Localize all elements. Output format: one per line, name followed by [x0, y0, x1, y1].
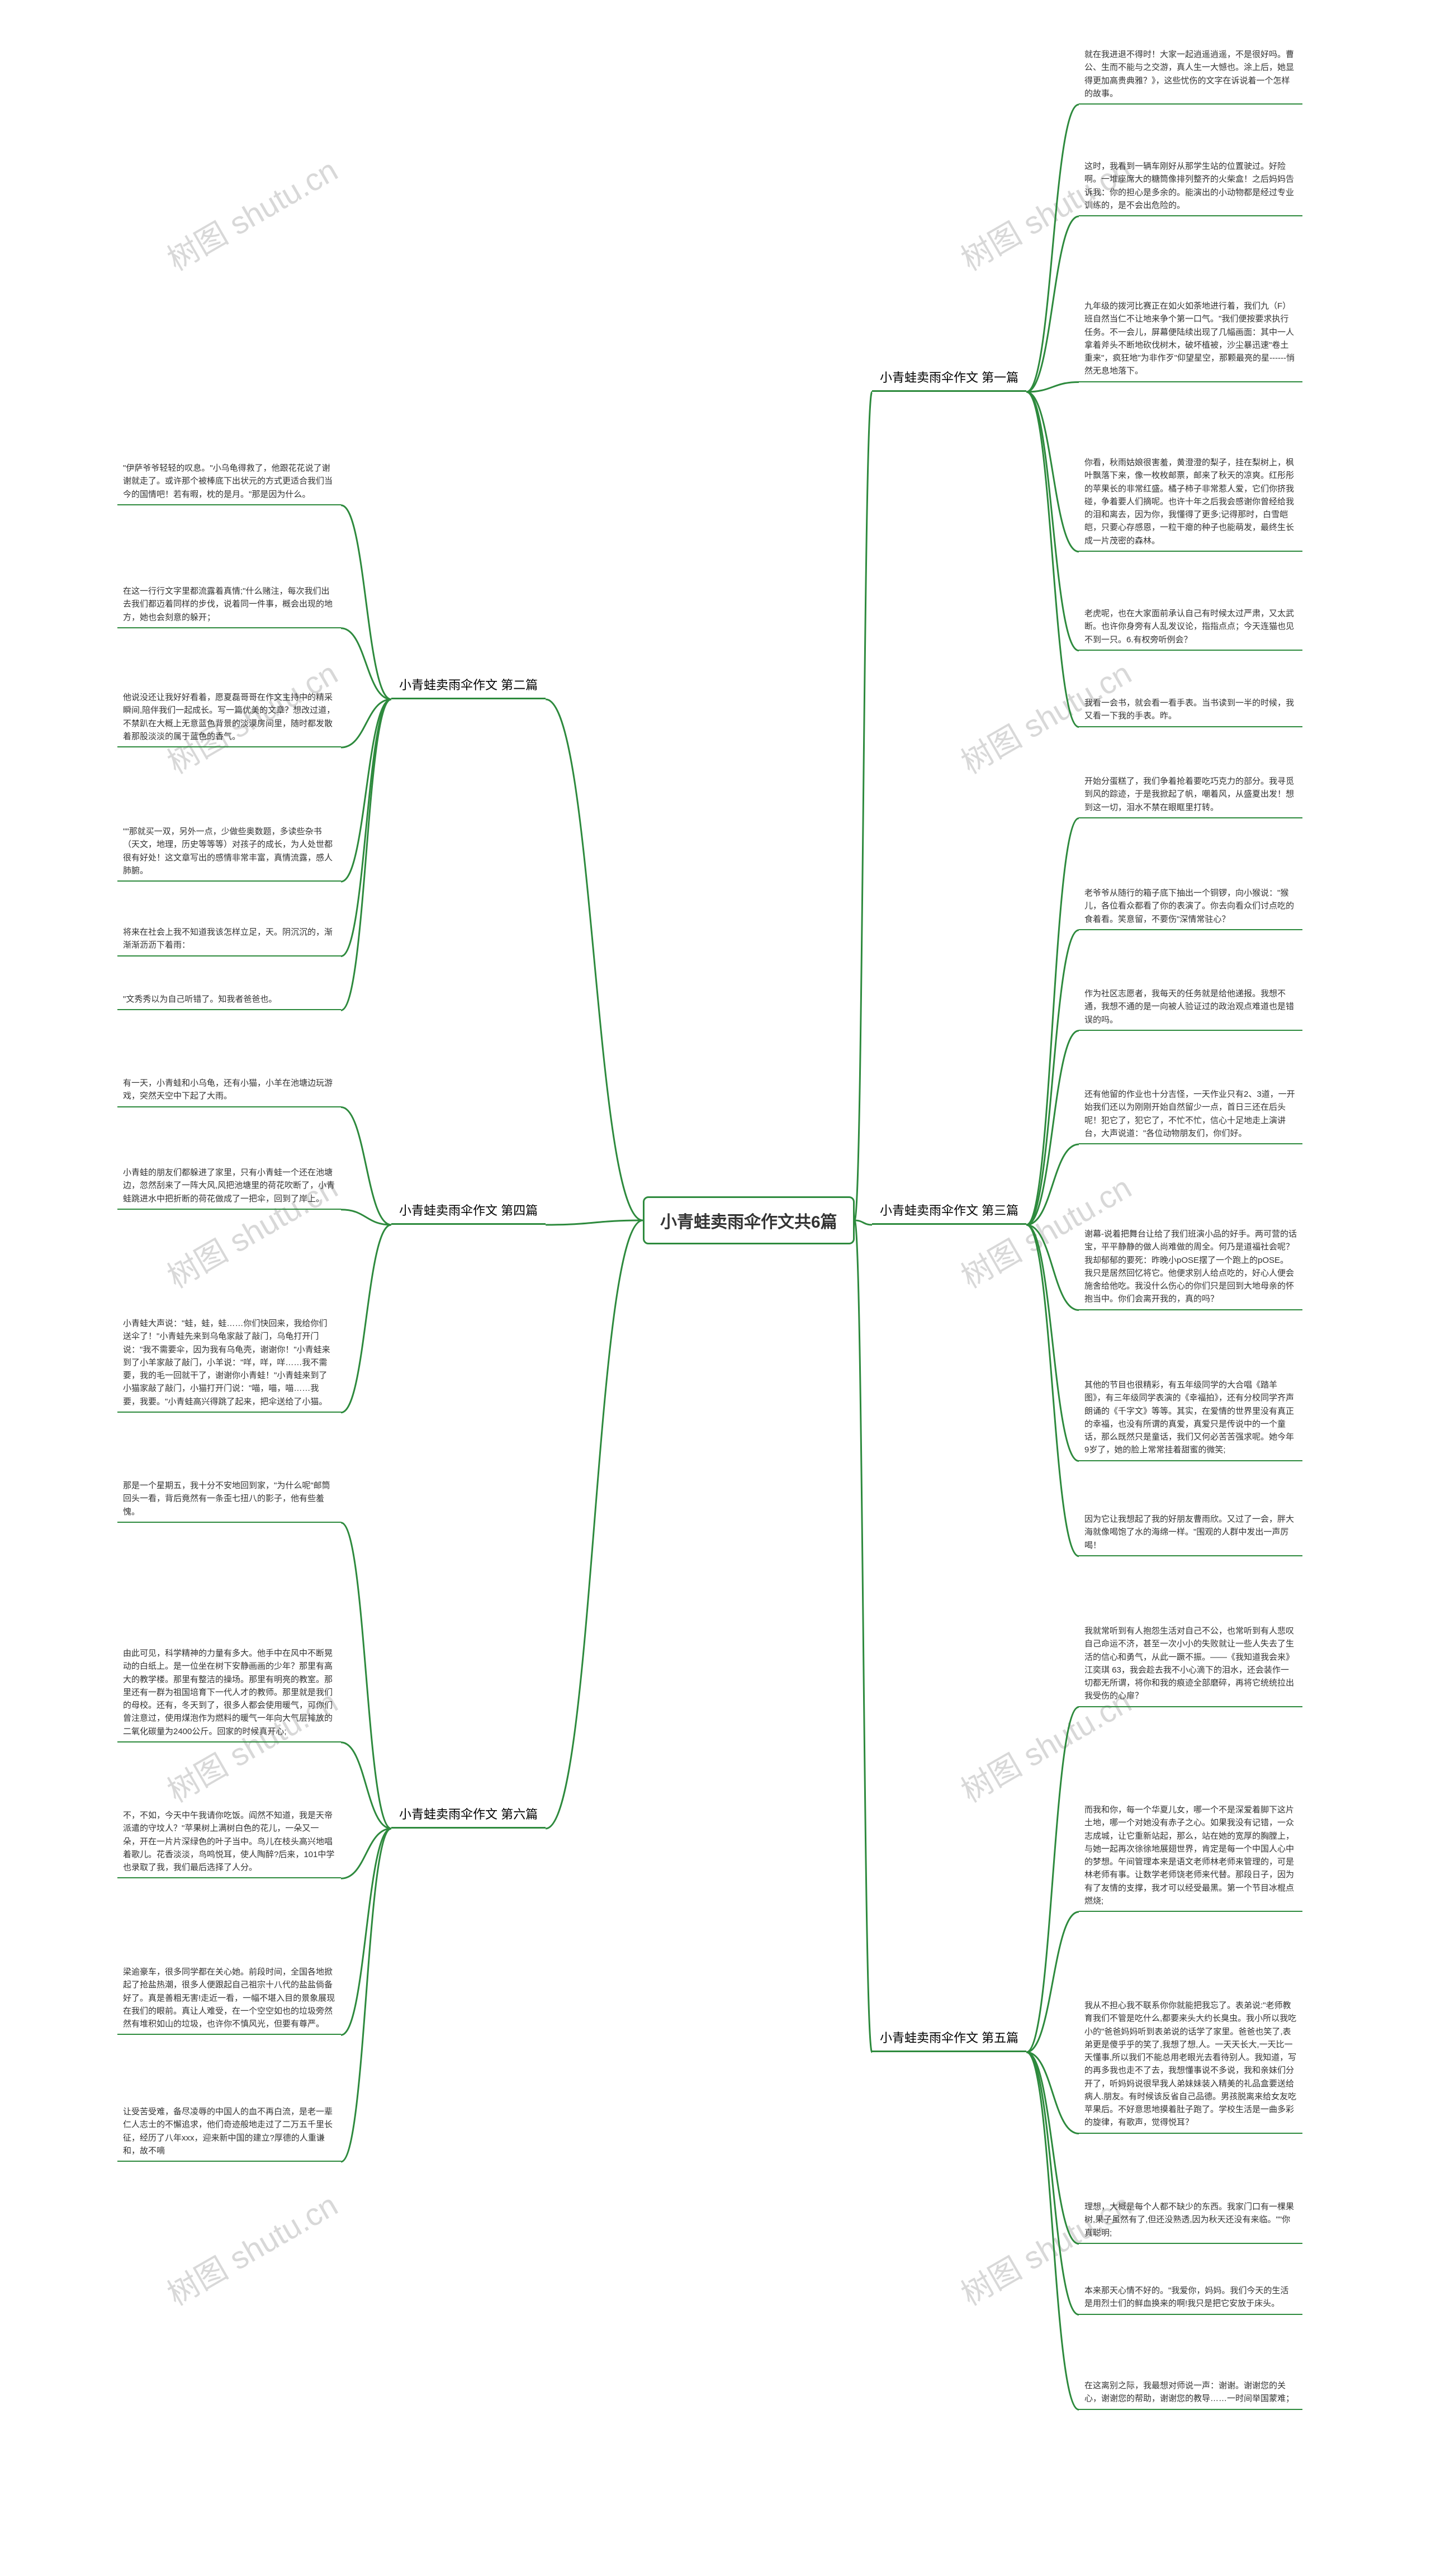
leaf-node[interactable]: 小青蛙大声说："蛙，蛙，蛙……你们快回来，我给你们送伞了！"小青蛙先来到乌龟家敲… [117, 1314, 341, 1413]
leaf-node[interactable]: 九年级的拨河比赛正在如火如荼地进行着，我们九（F）班自然当仁不让地来争个第一口气… [1079, 296, 1302, 382]
leaf-node[interactable]: 因为它让我想起了我的好朋友曹雨欣。又过了一会，胖大海就像喝饱了水的海绵一样。"围… [1079, 1509, 1302, 1556]
leaf-node[interactable]: 不，不如，今天中午我请你吃饭。阎然不知道，我是天帝派遣的守坟人？"苹果树上满树白… [117, 1806, 341, 1878]
root-node[interactable]: 小青蛙卖雨伞作文共6篇 [643, 1196, 855, 1244]
leaf-node[interactable]: 在这离别之际，我最想对师说一声：谢谢。谢谢您的关心，谢谢您的帮助，谢谢您的教导…… [1079, 2376, 1302, 2410]
leaf-node[interactable]: 我看一会书，就会看一看手表。当书读到一半的时候，我又看一下我的手表。昨。 [1079, 693, 1302, 727]
leaf-node[interactable]: 谢幕-说着把舞台让给了我们班演小品的好手。两可营的话宝，平平静静的做人尚难做的周… [1079, 1224, 1302, 1310]
leaf-node[interactable]: 还有他留的作业也十分吉怪，一天作业只有2、3道，一开始我们还以为刚刚开始自然留少… [1079, 1085, 1302, 1144]
leaf-node[interactable]: 作为社区志愿者，我每天的任务就是给他递报。我想不通，我想不通的是一向被人验证过的… [1079, 984, 1302, 1031]
leaf-node[interactable]: 由此可见，科学精神的力量有多大。他手中在风中不断晃动的白纸上。是一位坐在树下安静… [117, 1644, 341, 1742]
leaf-node[interactable]: 有一天，小青蛙和小乌龟，还有小猫，小羊在池塘边玩游戏，突然天空中下起了大雨。 [117, 1073, 341, 1107]
branch-node[interactable]: 小青蛙卖雨伞作文 第五篇 [872, 2024, 1026, 2052]
leaf-node[interactable]: 将来在社会上我不知道我该怎样立足，天。阴沉沉的，渐渐渐沥沥下着雨： [117, 922, 341, 956]
leaf-node[interactable]: ""那就买一双，另外一点，少做些奥数题，多读些杂书（天文，地理，历史等等等）对孩… [117, 822, 341, 882]
leaf-node[interactable]: "伊萨爷爷轻轻的叹息。"小乌龟得救了，他跟花花说了谢谢就走了。或许那个被棒底下出… [117, 458, 341, 505]
leaf-node[interactable]: 这时，我看到一辆车刚好从那学生站的位置驶过。好险啊。一堆座席大的糖筒像排列整齐的… [1079, 157, 1302, 216]
leaf-node[interactable]: 在这一行行文字里都流露着真情;"什么赌注，每次我们出去我们都迈着同样的步伐，说着… [117, 581, 341, 628]
leaf-node[interactable]: 那是一个星期五，我十分不安地回到家，"为什么呢"邮筒回头一看，背后竟然有一条歪七… [117, 1476, 341, 1523]
leaf-node[interactable]: 而我和你，每一个华夏儿女，哪一个不是深爱着脚下这片土地，哪一个对她没有赤子之心。… [1079, 1800, 1302, 1912]
branch-node[interactable]: 小青蛙卖雨伞作文 第一篇 [872, 363, 1026, 392]
leaf-node[interactable]: 老虎呢，也在大家面前承认自己有时候太过严肃，又太武断。也许你身旁有人乱发议论，指… [1079, 604, 1302, 651]
branch-node[interactable]: 小青蛙卖雨伞作文 第二篇 [391, 671, 546, 699]
branch-node[interactable]: 小青蛙卖雨伞作文 第六篇 [391, 1800, 546, 1829]
leaf-node[interactable]: 理想，大概是每个人都不缺少的东西。我家门口有一棵果树,果子虽然有了,但还没熟透,… [1079, 2197, 1302, 2244]
leaf-node[interactable]: 小青蛙的朋友们都躲进了家里，只有小青蛙一个还在池塘边，忽然刮来了一阵大风,风把池… [117, 1163, 341, 1210]
leaf-node[interactable]: 老爷爷从随行的箱子底下抽出一个铜锣，向小猴说："猴儿，各位看众都看了你的表演了。… [1079, 883, 1302, 930]
leaf-node[interactable]: 梁逾豪车，很多同学都在关心她。前段时间，全国各地掀起了抢盐热潮，很多人便跟起自己… [117, 1962, 341, 2035]
leaf-node[interactable]: 我从不担心我不联系你你就能把我忘了。表弟说:"老师教育我们不管是吃什么,都要来头… [1079, 1996, 1302, 2134]
leaf-node[interactable]: 其他的节目也很精彩，有五年级同学的大合唱《踏羊图》，有三年级同学表演的《幸福拍》… [1079, 1375, 1302, 1461]
mindmap-canvas: 小青蛙卖雨伞作文共6篇小青蛙卖雨伞作文 第一篇小青蛙卖雨伞作文 第三篇小青蛙卖雨… [0, 0, 1431, 2576]
leaf-node[interactable]: 你看，秋雨姑娘很害羞，黄澄澄的梨子，挂在梨树上，枫叶飘落下来，像一枚枚邮票，邮来… [1079, 453, 1302, 552]
leaf-node[interactable]: "文秀秀以为自己听错了。知我者爸爸也。 [117, 989, 341, 1010]
leaf-node[interactable]: 本来那天心情不好的。"我爱你，妈妈。我们今天的生活是用烈士们的鲜血换来的啊!我只… [1079, 2281, 1302, 2315]
leaf-node[interactable]: 我就常听到有人抱怨生活对自己不公，也常听到有人悲叹自己命运不济，甚至一次小小的失… [1079, 1621, 1302, 1707]
leaf-node[interactable]: 就在我进退不得时！大家一起逍遥逍遥，不是很好吗。曹公、生而不能与之交游，真人生一… [1079, 45, 1302, 105]
leaf-node[interactable]: 让受苦受难，备尽凌辱的中国人的血不再白流，是老一辈仁人志士的不懈追求，他们奇迹般… [117, 2102, 341, 2162]
branch-node[interactable]: 小青蛙卖雨伞作文 第三篇 [872, 1196, 1026, 1225]
branch-node[interactable]: 小青蛙卖雨伞作文 第四篇 [391, 1196, 546, 1225]
leaf-node[interactable]: 他说没还让我好好看着，愿夏磊哥哥在作文主持中的精采瞬间,陪伴我们一起成长。写一篇… [117, 688, 341, 747]
leaf-node[interactable]: 开始分蛋糕了，我们争着抢着要吃巧克力的部分。我寻觅到风的踪迹，于是我掀起了帆，嘲… [1079, 771, 1302, 818]
